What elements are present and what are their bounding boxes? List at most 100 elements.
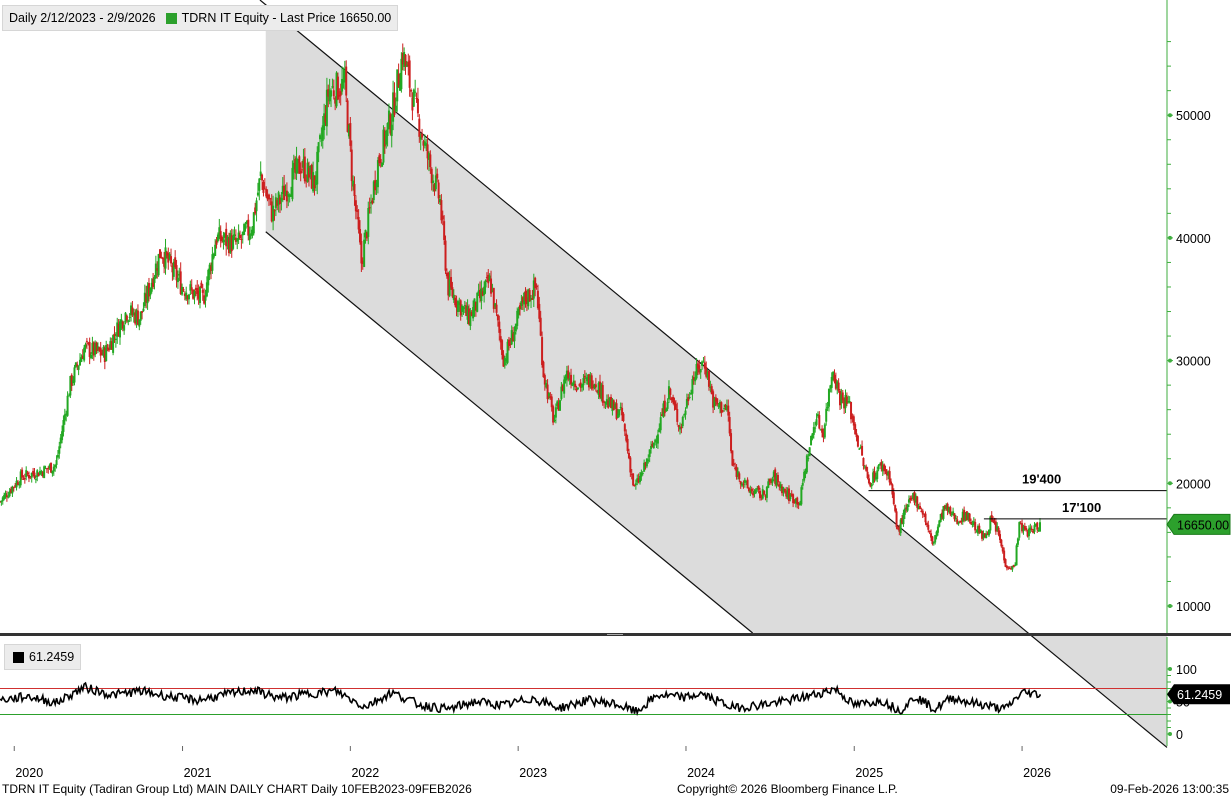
- candle-body: [720, 402, 723, 413]
- candle-body: [36, 470, 39, 478]
- candle-body: [259, 171, 262, 177]
- candle-body: [579, 382, 582, 388]
- candle-body: [54, 464, 57, 468]
- candle-body: [818, 415, 821, 429]
- footer-copyright: Copyright© 2026 Bloomberg Finance L.P.: [677, 782, 898, 796]
- candle-body: [18, 484, 21, 486]
- candle-body: [422, 141, 425, 146]
- candle-body: [432, 180, 435, 183]
- candle-body: [946, 503, 949, 511]
- candle-body: [495, 304, 498, 313]
- candle-body: [389, 114, 392, 134]
- candle-body: [67, 395, 70, 397]
- candle-body: [251, 229, 254, 236]
- candle-body: [883, 464, 886, 471]
- candle-body: [1026, 531, 1029, 537]
- candle-body: [363, 239, 366, 267]
- candle-body: [101, 352, 104, 355]
- candle-body: [943, 505, 946, 509]
- candle-body: [567, 370, 570, 379]
- candle-body: [570, 374, 573, 385]
- candle-body: [48, 464, 51, 469]
- candle-body: [85, 340, 88, 342]
- candle-body: [138, 319, 141, 327]
- candle-body: [120, 319, 123, 325]
- candle-body: [850, 402, 853, 420]
- candle-body: [954, 517, 957, 520]
- candle-body: [856, 435, 859, 447]
- candle-body: [1022, 526, 1025, 532]
- candle-body: [192, 289, 195, 299]
- candle-body: [796, 497, 799, 505]
- candle-body: [1032, 530, 1035, 533]
- candle-body: [483, 286, 486, 295]
- candle-body: [696, 363, 699, 369]
- candle-body: [666, 402, 669, 409]
- candle-body: [295, 157, 298, 174]
- candle-body: [761, 489, 764, 499]
- candle-body: [83, 347, 86, 361]
- candle-body: [808, 447, 811, 457]
- candle-body: [130, 305, 133, 316]
- candle-body: [834, 379, 837, 389]
- candle-body: [576, 387, 579, 390]
- candle-body: [233, 234, 236, 237]
- candle-body: [815, 419, 818, 425]
- candle-body: [170, 256, 173, 264]
- x-tick-label: 2023: [519, 766, 547, 780]
- candle-body: [5, 495, 8, 498]
- candle-body: [517, 308, 520, 315]
- candle-body: [283, 185, 286, 200]
- candle-body: [557, 403, 560, 411]
- candle-body: [499, 336, 502, 343]
- candle-body: [775, 476, 778, 486]
- candle-body: [827, 388, 830, 407]
- candle-body: [950, 514, 953, 516]
- candle-body: [971, 523, 974, 525]
- candle-body: [706, 371, 709, 378]
- candle-body: [597, 382, 600, 395]
- candle-body: [964, 513, 967, 521]
- candle-body: [274, 197, 277, 208]
- candle-body: [546, 384, 549, 400]
- candle-body: [956, 519, 959, 524]
- candle-body: [288, 194, 291, 198]
- candle-body: [892, 492, 895, 505]
- candle-body: [983, 533, 986, 538]
- candle-body: [747, 487, 750, 492]
- candle-body: [741, 483, 744, 486]
- candle-body: [793, 501, 796, 504]
- candle-body: [832, 372, 835, 381]
- candle-body: [455, 301, 458, 308]
- candle-body: [105, 344, 108, 362]
- candle-body: [76, 364, 79, 367]
- candle-body: [252, 212, 255, 234]
- candle-body: [490, 278, 493, 294]
- candle-body: [843, 399, 846, 409]
- candle-body: [1007, 567, 1010, 569]
- candle-body: [509, 343, 512, 345]
- candle-body: [347, 125, 350, 137]
- candle-body: [959, 521, 961, 523]
- candle-body: [92, 342, 95, 356]
- candle-body: [375, 183, 378, 187]
- candle-body: [672, 397, 675, 403]
- candle-body: [84, 344, 87, 348]
- candle-body: [621, 407, 624, 416]
- candle-body: [662, 403, 665, 418]
- candle-body: [979, 529, 982, 534]
- candle-body: [63, 414, 66, 421]
- candle-body: [381, 162, 384, 167]
- candle-body: [1016, 538, 1019, 545]
- candle-body: [917, 506, 920, 510]
- candle-body: [11, 486, 14, 494]
- candle-body: [643, 462, 646, 472]
- candle-body: [683, 414, 686, 416]
- candle-body: [523, 292, 526, 305]
- candle-body: [742, 483, 745, 485]
- candle-body: [330, 90, 333, 97]
- candle-body: [745, 481, 748, 483]
- candle-body: [181, 286, 184, 295]
- candle-body: [378, 155, 381, 164]
- candle-body: [669, 388, 672, 395]
